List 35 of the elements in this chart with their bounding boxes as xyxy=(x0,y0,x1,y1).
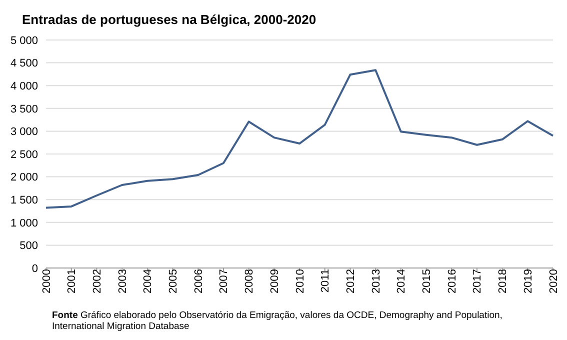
x-tick-label: 2005 xyxy=(168,269,180,294)
x-tick-label: 2011 xyxy=(320,269,332,293)
x-tick-label: 2002 xyxy=(92,269,104,294)
y-tick-label: 5 000 xyxy=(10,34,38,47)
y-tick-label: 2 500 xyxy=(10,148,38,161)
x-tick-label: 2003 xyxy=(116,269,129,294)
y-tick-label: 3 500 xyxy=(10,103,38,116)
x-tick-label: 2018 xyxy=(497,269,510,294)
y-tick-label: 500 xyxy=(20,240,38,252)
x-tick-label: 2000 xyxy=(40,269,53,294)
x-tick-label: 2017 xyxy=(472,269,484,294)
x-tick-label: 2014 xyxy=(396,269,408,294)
x-tick-label: 2012 xyxy=(345,269,358,294)
chart-title: Entradas de portugueses na Bélgica, 2000-2020 xyxy=(22,12,316,27)
x-tick-label: 2016 xyxy=(446,269,458,294)
y-tick-label: 4 500 xyxy=(10,58,38,70)
y-tick-label: 2 000 xyxy=(10,172,38,184)
x-tick-label: 2008 xyxy=(244,269,256,294)
x-tick-label: 2004 xyxy=(142,269,154,294)
x-tick-label: 2006 xyxy=(192,269,205,294)
line-series xyxy=(45,69,554,209)
x-tick-label: 2015 xyxy=(421,269,434,294)
x-tick-label: 2019 xyxy=(522,269,534,294)
y-tick-label: 4 000 xyxy=(10,80,38,93)
x-tick-label: 2009 xyxy=(268,269,281,294)
x-tick-label: 2013 xyxy=(370,269,382,294)
y-tick-label: 0 xyxy=(32,262,38,275)
x-tick-label: 2020 xyxy=(548,269,560,294)
x-tick-label: 2007 xyxy=(218,269,230,294)
y-tick-label: 1 500 xyxy=(10,194,38,207)
x-tick-label: 2001 xyxy=(66,269,78,294)
x-tick-label: 2010 xyxy=(294,269,306,294)
y-tick-label: 1 000 xyxy=(10,217,38,230)
source-note: Fonte Gráfico elaborado pelo Observatório da Emigração, valores da OCDE, Demography and Population, International Migration Database xyxy=(52,310,504,332)
y-tick-label: 3 000 xyxy=(10,126,38,138)
